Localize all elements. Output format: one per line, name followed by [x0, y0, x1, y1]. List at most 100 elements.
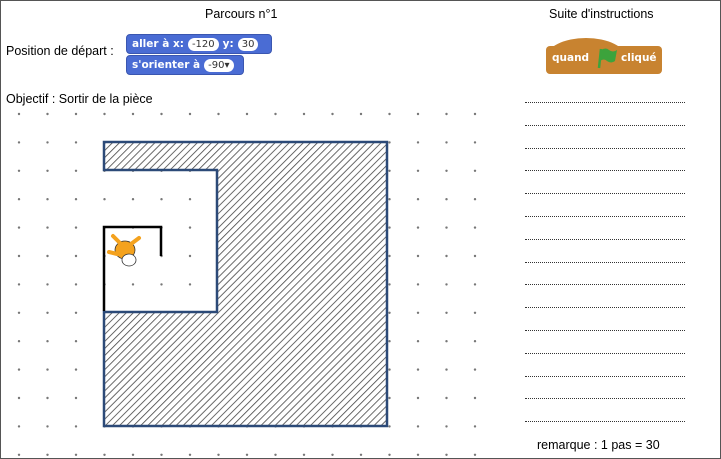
grid-dot: [473, 311, 477, 314]
grid-dot: [388, 169, 391, 172]
green-flag-icon: [597, 48, 617, 69]
grid-dot: [17, 340, 21, 343]
grid-dot: [46, 425, 49, 428]
blank-line[interactable]: [525, 375, 685, 379]
blank-line[interactable]: [525, 147, 685, 151]
grid-dot: [17, 283, 21, 286]
grid-dot: [388, 396, 391, 400]
grid-dot: [46, 453, 49, 456]
grid-dot: [131, 198, 135, 201]
grid-dot: [74, 141, 78, 144]
blank-line[interactable]: [525, 102, 685, 105]
blank-line[interactable]: [525, 284, 685, 287]
grid-dot: [388, 141, 391, 144]
grid-dot: [17, 198, 21, 201]
wall-area: [102, 140, 389, 428]
inner-wall: [102, 225, 163, 311]
grid-dot: [74, 226, 78, 229]
direction-dropdown[interactable]: -90▾: [204, 58, 234, 72]
grid-dot: [473, 283, 477, 286]
blank-line[interactable]: [525, 421, 685, 424]
grid-dot: [416, 340, 420, 343]
blank-line[interactable]: [525, 307, 685, 310]
grid-dot: [188, 112, 192, 116]
grid-dot: [473, 368, 477, 371]
grid-dot: [416, 368, 420, 371]
cat-sprite: [107, 234, 141, 267]
grid-dot: [74, 283, 78, 286]
grid-dot: [131, 112, 135, 116]
blank-line[interactable]: [525, 330, 685, 333]
blank-line[interactable]: [525, 193, 685, 196]
blank-line[interactable]: [525, 261, 685, 265]
grid-dot: [302, 453, 306, 456]
grid-dot: [188, 254, 192, 258]
goto-label: aller à x:: [132, 38, 184, 50]
blank-line[interactable]: [525, 170, 685, 173]
grid-dot: [445, 169, 448, 172]
grid-dot: [416, 453, 420, 456]
goto-xy-block[interactable]: aller à x: -120 y: 30: [126, 34, 272, 54]
grid-dot: [416, 169, 420, 172]
grid-dot: [445, 396, 448, 400]
grid-dot: [103, 453, 106, 456]
grid-dot: [359, 453, 363, 456]
blank-line[interactable]: [525, 352, 685, 356]
grid-dot: [46, 198, 49, 201]
blank-line[interactable]: [525, 216, 685, 219]
x-input[interactable]: -120: [187, 37, 219, 51]
grid-dot: [445, 141, 448, 144]
y-label: y:: [222, 38, 234, 50]
grid-dot: [188, 198, 192, 201]
blank-line[interactable]: [525, 238, 685, 242]
direction-value: -90: [208, 59, 225, 71]
grid-dot: [388, 425, 391, 428]
grid-dot: [74, 254, 78, 258]
grid-dot: [17, 226, 21, 229]
when-flag-clicked-block[interactable]: quand cliqué: [546, 38, 662, 76]
grid-dot: [160, 453, 163, 456]
grid-dot: [331, 112, 334, 116]
grid-dot: [416, 396, 420, 400]
grid-dot: [445, 340, 448, 343]
grid-dot: [416, 112, 420, 116]
grid-dot: [445, 425, 448, 428]
grid-dot: [473, 425, 477, 428]
y-input[interactable]: 30: [237, 37, 259, 51]
blank-line[interactable]: [525, 124, 685, 128]
grid-dot: [103, 198, 106, 201]
grid-dot: [46, 283, 49, 286]
grid-dot: [473, 169, 477, 172]
grid-dot: [46, 311, 49, 314]
grid-dot: [17, 396, 21, 400]
objective-text: Objectif : Sortir de la pièce: [6, 92, 153, 106]
blank-line[interactable]: [525, 398, 685, 401]
grid-dot: [416, 425, 420, 428]
grid-dot: [473, 396, 477, 400]
grid-dot: [388, 368, 391, 371]
grid-dot: [388, 226, 391, 229]
grid-dot: [46, 396, 49, 400]
grid-dot: [245, 112, 249, 116]
grid-dot: [416, 311, 420, 314]
grid-dot: [46, 169, 49, 172]
grid-dot: [388, 112, 391, 116]
instructions-title: Suite d'instructions: [549, 7, 654, 21]
grid-dot: [46, 141, 49, 144]
grid-dot: [245, 453, 249, 456]
grid-dot: [388, 311, 391, 314]
grid-dot: [103, 112, 106, 116]
grid-dot: [74, 169, 78, 172]
grid-dot: [473, 254, 477, 258]
grid-dot: [416, 254, 420, 258]
grid-dot: [160, 112, 163, 116]
grid-dot: [416, 141, 420, 144]
grid-dot: [17, 112, 21, 116]
grid-dot: [74, 396, 78, 400]
grid-dot: [46, 340, 49, 343]
dropdown-arrow-icon: ▾: [224, 59, 230, 71]
point-direction-block[interactable]: s'orienter à -90▾: [126, 55, 244, 75]
grid-dot: [17, 311, 21, 314]
grid-dot: [359, 112, 363, 116]
